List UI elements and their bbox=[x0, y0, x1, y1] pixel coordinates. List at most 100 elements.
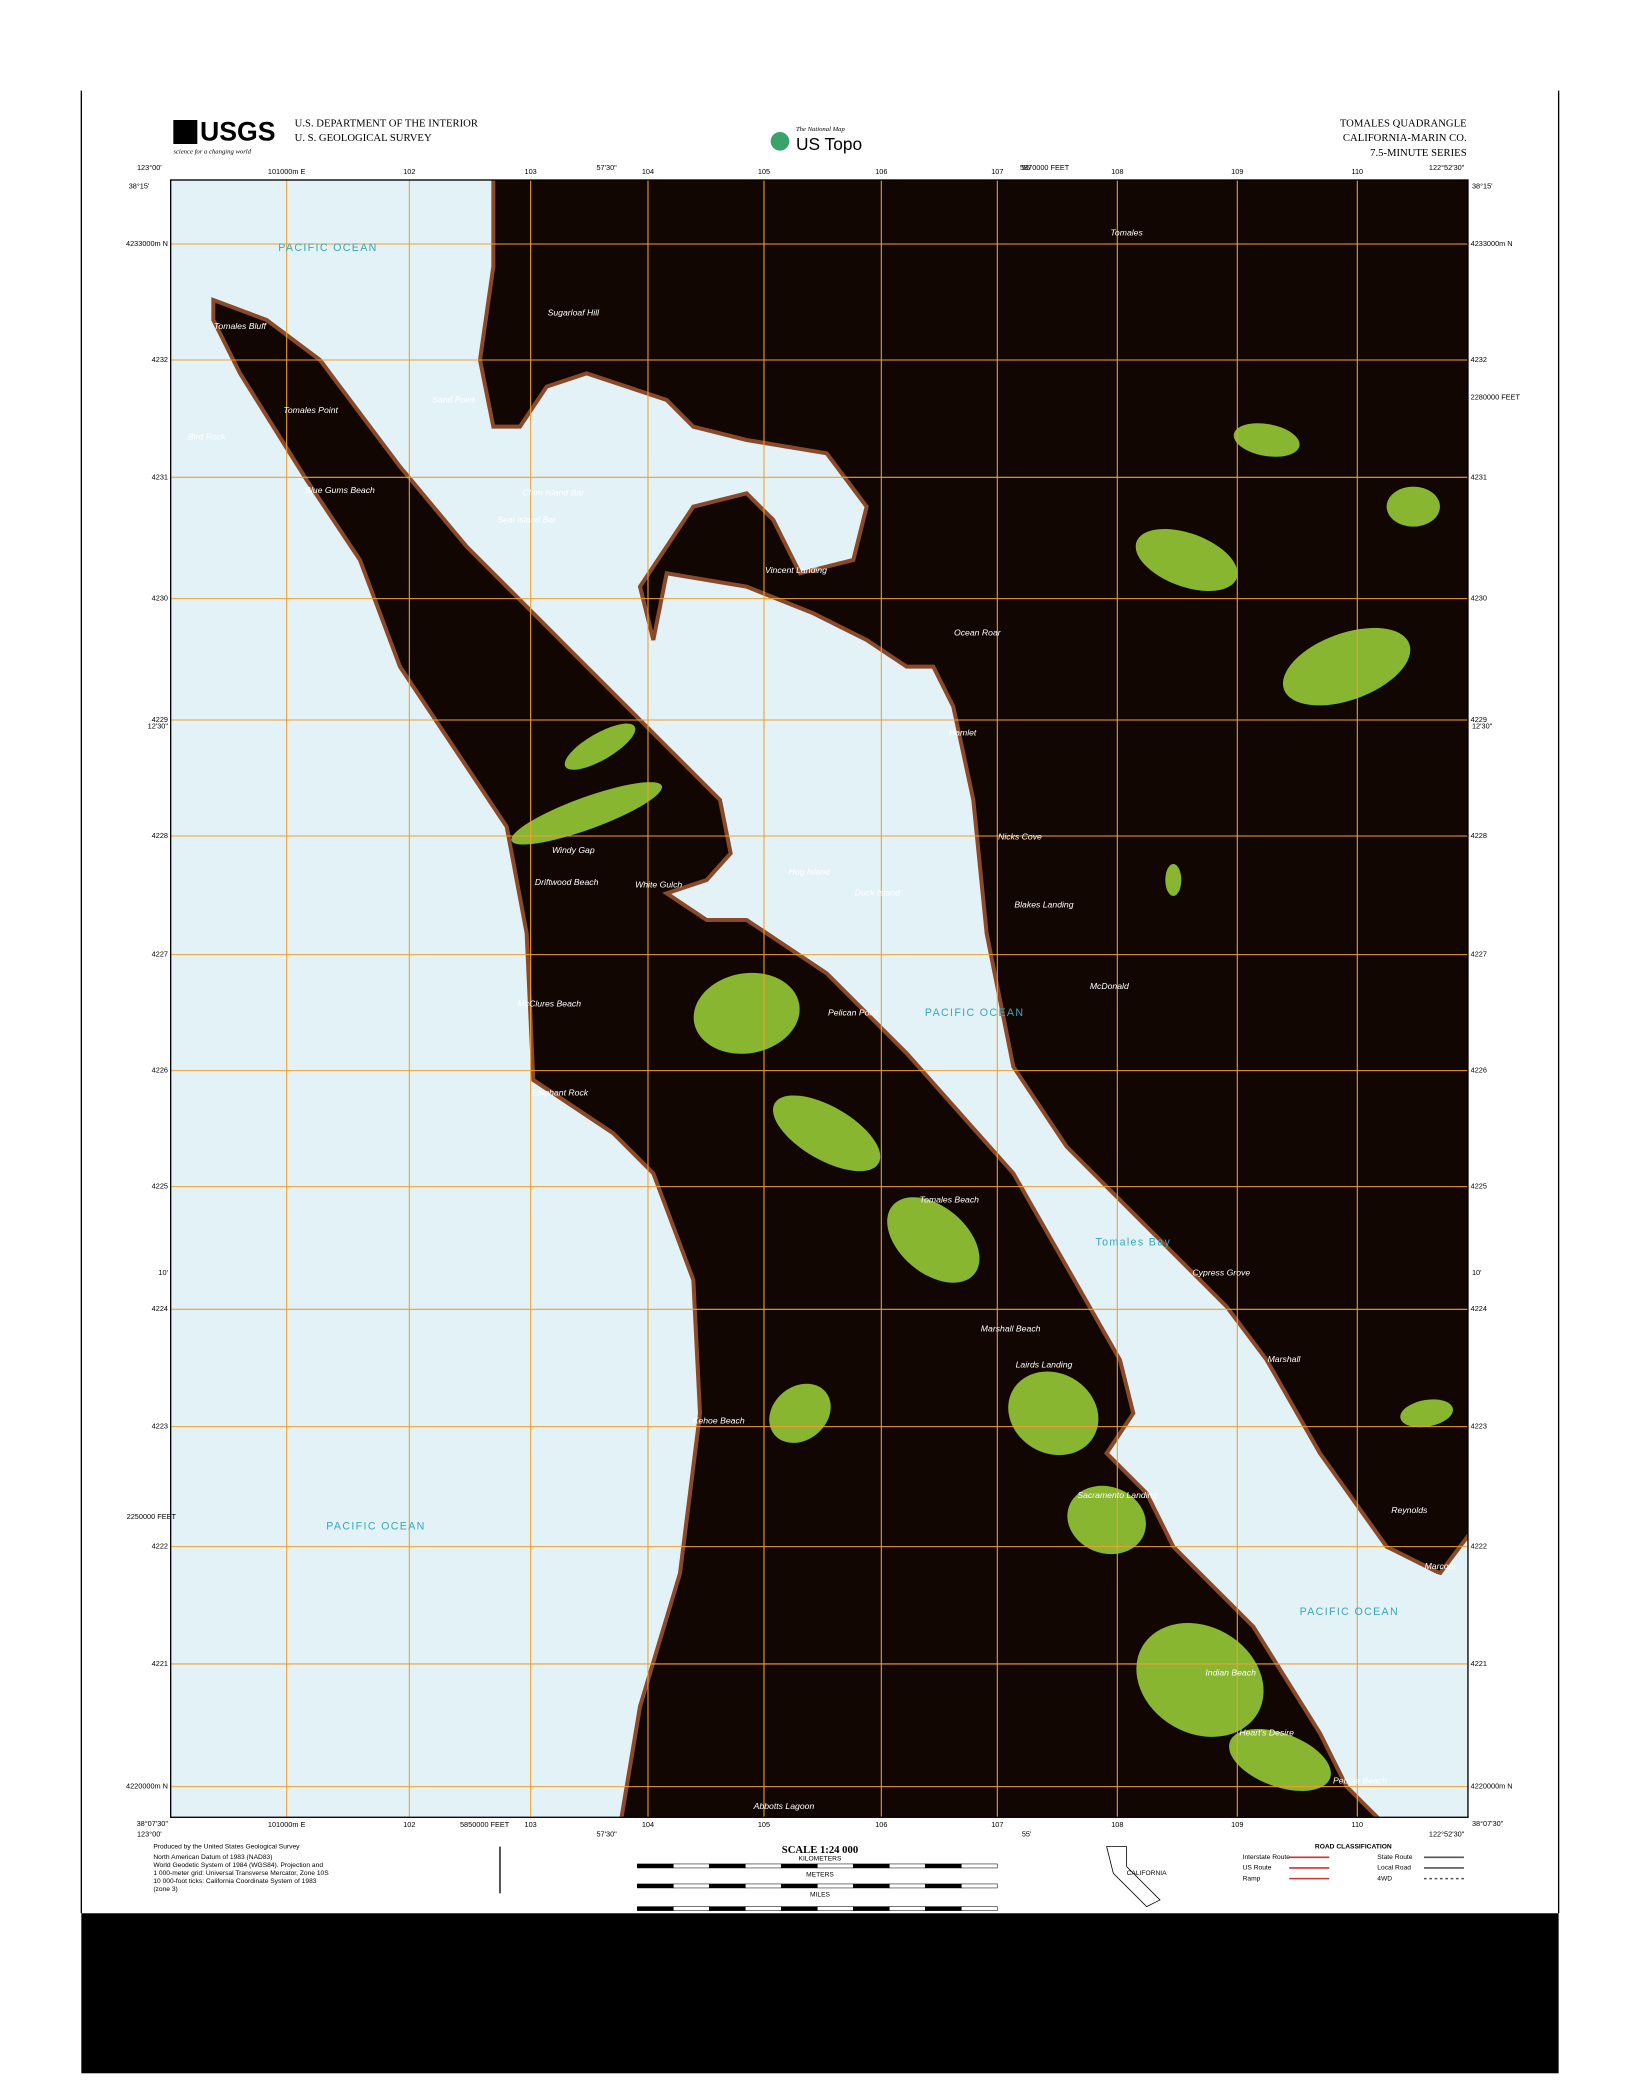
place-label: Pebble Beach bbox=[1333, 1776, 1387, 1786]
grid-label: 4227 bbox=[152, 950, 168, 959]
place-label: Reynolds bbox=[1391, 1505, 1428, 1515]
datum-note: North American Datum of 1983 (NAD83) bbox=[153, 1854, 272, 1861]
place-label: Tomales bbox=[1110, 228, 1143, 238]
quad-info: CALIFORNIA-MARIN CO. bbox=[1343, 133, 1467, 144]
national-map: The National Map bbox=[796, 126, 845, 133]
road-title: ROAD CLASSIFICATION bbox=[1315, 1843, 1392, 1850]
corner-label: 10' bbox=[1472, 1268, 1482, 1277]
datum-note: World Geodetic System of 1984 (WGS84). P… bbox=[153, 1862, 323, 1869]
scale-bar bbox=[961, 1906, 998, 1911]
usgs-tagline: science for a changing world bbox=[173, 149, 251, 156]
map-frame bbox=[169, 179, 1469, 1818]
grid-label: 103 bbox=[525, 167, 537, 176]
grid-label: 4221 bbox=[152, 1659, 168, 1668]
road-type: Local Road bbox=[1377, 1865, 1411, 1872]
place-label: Sugarloaf Hill bbox=[548, 308, 601, 318]
place-label: Bird Rock bbox=[188, 432, 226, 442]
grid-label: 4231 bbox=[1471, 472, 1487, 481]
corner-label: 38°15' bbox=[129, 182, 150, 191]
grid-label: 4222 bbox=[152, 1542, 168, 1551]
vegetation bbox=[1400, 1399, 1453, 1428]
place-label: Duck Island bbox=[855, 888, 901, 898]
scale-unit: FEET bbox=[811, 1914, 828, 1921]
grid-label: 105 bbox=[758, 1820, 770, 1829]
vegetation bbox=[769, 1383, 831, 1443]
map-body bbox=[170, 179, 1468, 1818]
grid-label: 107 bbox=[991, 167, 1003, 176]
corner-label: 57'30" bbox=[596, 163, 617, 172]
vegetation bbox=[1233, 423, 1300, 457]
corner-label: 12'30" bbox=[1472, 722, 1493, 731]
scale-bar bbox=[817, 1906, 854, 1911]
water-label: PACIFIC OCEAN bbox=[326, 1520, 425, 1532]
corner-label: 38°07'30" bbox=[137, 1819, 169, 1828]
place-label: White Gulch bbox=[635, 880, 682, 890]
place-label: Pelican Point bbox=[828, 1008, 879, 1018]
corner-label: 12'30" bbox=[148, 722, 169, 731]
scale-bar bbox=[673, 1863, 710, 1869]
corner-label: 57'30" bbox=[596, 1830, 617, 1839]
place-label: Sacramento Landing bbox=[1077, 1490, 1157, 1500]
scale-bar bbox=[709, 1883, 746, 1889]
scale-bar bbox=[745, 1906, 782, 1911]
vegetation bbox=[1136, 1622, 1264, 1737]
place-label: Indian Beach bbox=[1205, 1668, 1256, 1678]
grid-label: 4224 bbox=[1471, 1304, 1487, 1313]
place-label: Blakes Landing bbox=[1014, 900, 1073, 910]
corner-label: 55' bbox=[1022, 1830, 1032, 1839]
corner-label: 122°52'30" bbox=[1429, 1830, 1465, 1839]
water-label: PACIFIC OCEAN bbox=[925, 1007, 1024, 1019]
road-type: US Route bbox=[1243, 1865, 1272, 1872]
vegetation bbox=[887, 1197, 980, 1283]
grid-label: 106 bbox=[875, 167, 887, 176]
vegetation bbox=[1067, 1485, 1146, 1555]
place-label: Kehoe Beach bbox=[693, 1416, 745, 1426]
grid-label: 104 bbox=[642, 167, 654, 176]
scale-bar bbox=[709, 1906, 746, 1911]
place-label: Ocean Roar bbox=[954, 628, 1002, 638]
road-type: Interstate Route bbox=[1243, 1854, 1291, 1861]
scale-bar bbox=[745, 1883, 782, 1889]
grid-label: 4222 bbox=[1471, 1542, 1487, 1551]
scale-bar bbox=[853, 1906, 890, 1911]
scale-title: SCALE 1:24 000 bbox=[782, 1845, 858, 1856]
place-label: Tomales Beach bbox=[920, 1194, 980, 1204]
place-label: McDonald bbox=[1090, 981, 1130, 991]
grid-label: 102 bbox=[403, 167, 415, 176]
place-label: Hamlet bbox=[949, 728, 977, 738]
place-label: Sand Point bbox=[432, 394, 475, 404]
grid-label: 4221 bbox=[1471, 1659, 1487, 1668]
place-label: McClures Beach bbox=[518, 998, 582, 1008]
place-label: Hog Island bbox=[789, 866, 832, 876]
grid-label: 104 bbox=[642, 1820, 654, 1829]
scale-bar bbox=[925, 1863, 962, 1869]
grid-label: 4233000m N bbox=[126, 239, 168, 248]
scale-bar bbox=[925, 1906, 962, 1911]
vegetation bbox=[773, 1095, 881, 1172]
corner-label: 123°00' bbox=[137, 163, 162, 172]
scale-bar bbox=[637, 1906, 674, 1911]
grid-label: 4228 bbox=[152, 831, 168, 840]
place-label: Lairds Landing bbox=[1016, 1360, 1073, 1370]
corner-label: 10' bbox=[158, 1268, 168, 1277]
corner-label: 38°15' bbox=[1472, 182, 1493, 191]
sheet-content: USGS science for a changing world U.S. DEP… bbox=[80, 90, 1560, 2074]
scale-bar bbox=[637, 1863, 674, 1869]
place-label: Windy Gap bbox=[552, 845, 595, 855]
place-label: Marshall Beach bbox=[981, 1324, 1041, 1334]
water-label: Tomales Bay bbox=[1095, 1236, 1171, 1248]
usgs-logo-mark bbox=[173, 119, 198, 144]
place-label: Cypress Grove bbox=[1192, 1268, 1250, 1278]
place-label: Clam Island Bar bbox=[523, 488, 586, 498]
grid-label: 4232 bbox=[1471, 355, 1487, 364]
grid-label: 101000m E bbox=[268, 1820, 306, 1829]
water-label: PACIFIC OCEAN bbox=[1300, 1606, 1399, 1618]
feet-label: 2280000 FEET bbox=[1471, 392, 1521, 401]
scale-unit: METERS bbox=[806, 1871, 834, 1878]
grid-label: 108 bbox=[1111, 167, 1123, 176]
grid-label: 4225 bbox=[1471, 1182, 1487, 1191]
agency: U. S. GEOLOGICAL SURVEY bbox=[295, 133, 432, 144]
us-topo-logo bbox=[770, 131, 790, 151]
scale-unit: MILES bbox=[810, 1891, 831, 1898]
